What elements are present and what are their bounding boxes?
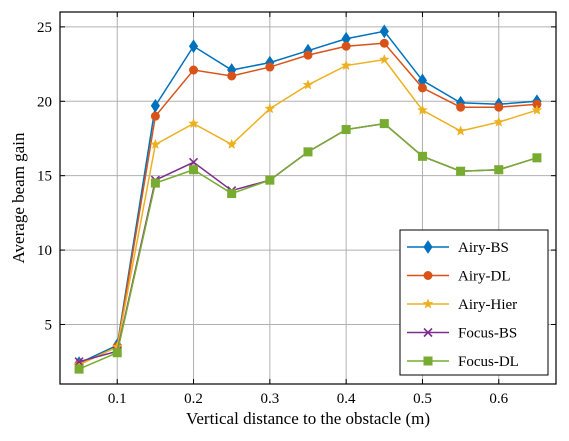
data-point-airy-bs bbox=[379, 24, 389, 39]
data-point-airy-hier bbox=[226, 138, 238, 150]
legend-entry-airy-dl: Airy-DL bbox=[407, 269, 511, 285]
data-point-airy-hier bbox=[340, 59, 352, 71]
data-point-airy-hier bbox=[188, 117, 199, 129]
data-point-airy-hier bbox=[149, 138, 161, 150]
x-tick-label: 0.5 bbox=[413, 391, 432, 407]
data-point-airy-hier bbox=[493, 116, 505, 127]
x-tick-label: 0.4 bbox=[337, 391, 356, 407]
data-point-focus-dl bbox=[227, 189, 237, 199]
data-point-focus-dl bbox=[494, 165, 504, 175]
data-point-airy-dl bbox=[456, 102, 466, 112]
data-point-airy-hier bbox=[417, 104, 428, 115]
plot-frame bbox=[59, 11, 557, 385]
legend-marker-airy-dl bbox=[423, 271, 433, 280]
legend-label-focus-dl: Focus-DL bbox=[458, 354, 519, 370]
series-layer bbox=[73, 24, 543, 374]
data-point-airy-dl bbox=[341, 41, 351, 51]
x-tick-label: 0.3 bbox=[260, 391, 279, 407]
data-point-focus-dl bbox=[303, 147, 313, 157]
data-point-airy-hier bbox=[264, 103, 276, 114]
data-point-airy-hier bbox=[378, 53, 390, 65]
data-point-focus-dl bbox=[417, 151, 427, 161]
legend-marker-focus-dl bbox=[423, 356, 433, 366]
data-point-airy-dl bbox=[379, 38, 389, 48]
legend-label-focus-bs: Focus-BS bbox=[458, 326, 517, 342]
data-point-focus-dl bbox=[150, 178, 160, 188]
data-point-airy-dl bbox=[189, 65, 199, 75]
data-point-focus-dl bbox=[532, 153, 542, 163]
data-point-airy-dl bbox=[150, 111, 160, 121]
data-point-airy-dl bbox=[227, 71, 237, 81]
y-tick-label: 15 bbox=[37, 169, 52, 185]
data-point-airy-hier bbox=[302, 79, 314, 90]
y-tick-label: 5 bbox=[45, 317, 53, 333]
x-tick-label: 0.6 bbox=[489, 391, 508, 407]
data-point-focus-dl bbox=[189, 165, 199, 175]
data-point-airy-dl bbox=[265, 62, 275, 72]
y-axis-label: Average beam gain bbox=[9, 132, 28, 263]
x-axis-label: Vertical distance to the obstacle (m) bbox=[186, 409, 430, 428]
data-point-airy-bs bbox=[188, 39, 199, 54]
data-point-airy-dl bbox=[494, 102, 504, 112]
legend-entry-focus-dl: Focus-DL bbox=[407, 354, 519, 370]
data-point-focus-dl bbox=[456, 166, 466, 176]
legend-label-airy-bs: Airy-BS bbox=[458, 240, 509, 256]
legend-entry-airy-bs: Airy-BS bbox=[407, 240, 509, 256]
legend-marker-focus-bs bbox=[423, 327, 433, 338]
legend-marker-airy-bs bbox=[423, 240, 433, 254]
data-point-airy-dl bbox=[417, 83, 427, 93]
data-point-airy-dl bbox=[303, 50, 313, 60]
legend-label-airy-dl: Airy-DL bbox=[458, 269, 511, 285]
x-tick-label: 0.2 bbox=[184, 391, 203, 407]
y-tick-label: 10 bbox=[37, 243, 52, 259]
legend-entry-focus-bs: Focus-BS bbox=[407, 326, 517, 342]
ticks: 0.1 0.2 0.3 0.4 0.5 0.6 5 10 15 20 25 bbox=[37, 12, 556, 407]
data-point-focus-bs bbox=[74, 357, 84, 367]
data-point-focus-dl bbox=[265, 175, 275, 185]
data-point-focus-bs bbox=[188, 157, 199, 167]
data-point-focus-dl bbox=[341, 125, 351, 135]
y-tick-label: 20 bbox=[37, 94, 52, 110]
legend-label-airy-hier: Airy-Hier bbox=[458, 297, 517, 313]
series-airy-hier bbox=[73, 53, 543, 370]
legend-marker-airy-hier bbox=[422, 298, 434, 309]
legend: Airy-BS Airy-DL Airy-Hier Focus-BS Focus-DL bbox=[399, 229, 549, 376]
legend-entry-airy-hier: Airy-Hier bbox=[407, 297, 517, 313]
data-point-focus-dl bbox=[74, 364, 84, 374]
data-point-focus-dl bbox=[112, 348, 122, 358]
series-focus-dl bbox=[74, 119, 542, 374]
data-point-airy-hier bbox=[455, 125, 467, 136]
data-point-airy-hier bbox=[531, 104, 543, 115]
y-tick-label: 25 bbox=[37, 20, 52, 36]
data-point-focus-dl bbox=[379, 119, 389, 129]
x-tick-label: 0.1 bbox=[108, 391, 127, 407]
